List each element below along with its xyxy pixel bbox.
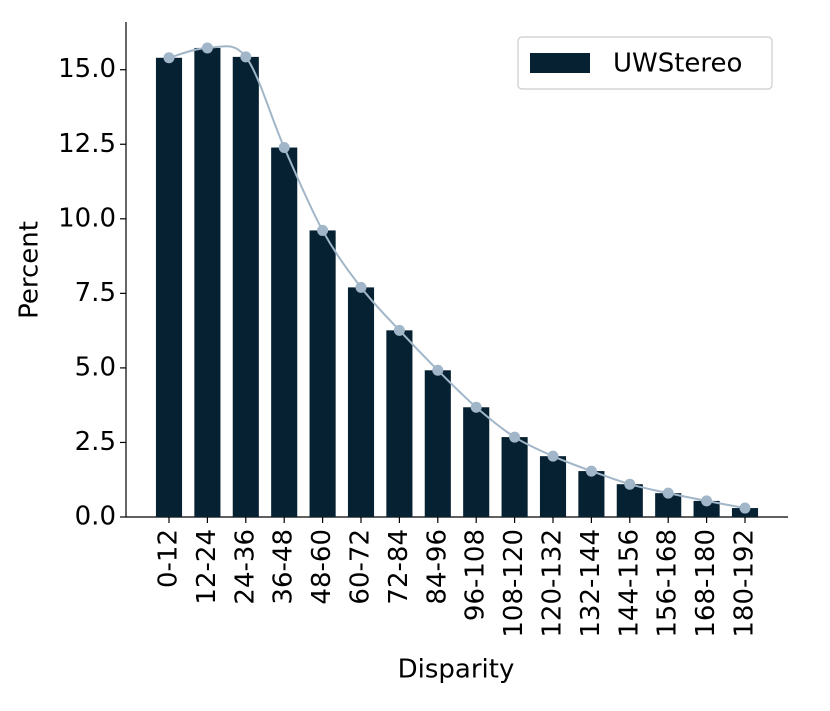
trend-marker — [739, 502, 751, 514]
trend-marker — [355, 281, 367, 293]
bar — [693, 500, 720, 517]
bar — [309, 230, 336, 517]
trend-marker — [393, 324, 405, 336]
x-axis-label: Disparity — [398, 655, 515, 685]
x-tick-label: 168-180 — [691, 529, 721, 638]
trend-marker — [662, 487, 674, 499]
bar — [463, 407, 490, 517]
x-tick-label: 72-84 — [384, 529, 414, 605]
trend-marker — [240, 51, 252, 63]
y-tick-label: 10.0 — [58, 203, 116, 233]
trend-marker — [317, 224, 329, 236]
bar — [578, 471, 605, 517]
trend-marker — [585, 465, 597, 477]
x-tick-label: 12-24 — [192, 529, 222, 605]
bar — [194, 47, 221, 517]
legend-label: UWStereo — [613, 49, 742, 79]
trend-marker — [701, 495, 713, 507]
x-tick-label: 96-108 — [461, 529, 491, 621]
bar — [501, 437, 528, 517]
x-tick-label: 144-156 — [614, 529, 644, 638]
x-tick-label: 180-192 — [730, 529, 760, 638]
x-tick-label: 48-60 — [307, 529, 337, 605]
trend-marker — [432, 364, 444, 376]
bar — [347, 287, 375, 517]
trend-marker — [509, 431, 521, 443]
y-tick-label: 12.5 — [58, 129, 116, 159]
trend-marker — [278, 142, 290, 154]
trend-marker — [201, 42, 213, 54]
bar — [386, 330, 413, 517]
bar — [232, 56, 259, 518]
legend-swatch — [530, 53, 590, 73]
trend-marker — [470, 401, 482, 413]
bar — [155, 57, 183, 517]
x-tick-label: 36-48 — [269, 529, 299, 605]
y-tick-label: 15.0 — [58, 54, 116, 84]
bar — [539, 456, 567, 517]
trend-marker — [547, 450, 559, 462]
y-tick-label: 7.5 — [75, 278, 116, 308]
x-tick-label: 24-36 — [230, 529, 260, 605]
x-tick-label: 60-72 — [346, 529, 376, 605]
y-tick-label: 0.0 — [75, 502, 116, 532]
x-tick-label: 84-96 — [422, 529, 452, 605]
trend-line — [168, 45, 746, 510]
trend-marker — [624, 478, 636, 490]
x-tick-label: 132-144 — [576, 529, 606, 638]
bar — [271, 147, 298, 517]
x-tick-label: 0-12 — [154, 529, 184, 588]
y-tick-label: 5.0 — [75, 352, 116, 382]
y-axis-label: Percent — [15, 221, 45, 319]
trend-marker — [163, 52, 175, 64]
x-tick-label: 120-132 — [538, 529, 568, 638]
legend-box — [517, 36, 773, 90]
y-tick-label: 2.5 — [75, 427, 116, 457]
x-tick-label: 156-168 — [653, 529, 683, 638]
x-tick-label: 108-120 — [499, 529, 529, 638]
bar — [424, 370, 451, 517]
bar — [655, 493, 682, 517]
